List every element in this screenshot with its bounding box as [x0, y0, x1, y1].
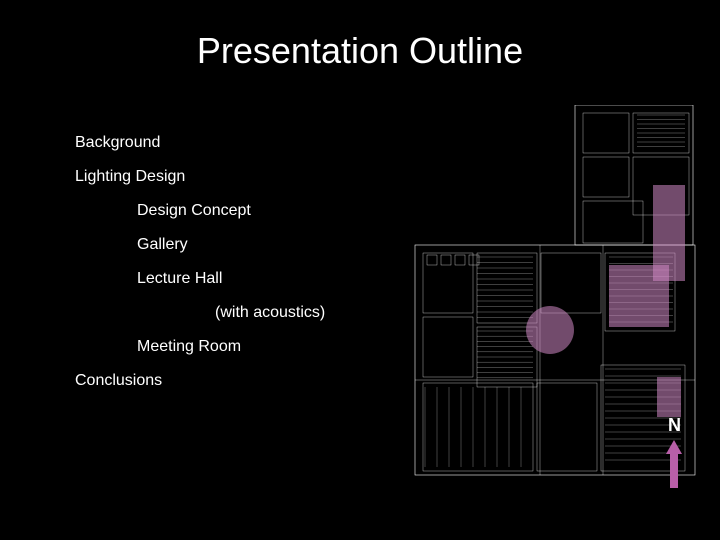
outline-item-background: Background	[75, 135, 325, 151]
north-label: N	[668, 415, 681, 436]
outline-item-meeting-room: Meeting Room	[137, 339, 325, 355]
outline-item-conclusions: Conclusions	[75, 373, 325, 389]
floorplan-diagram	[405, 105, 705, 485]
outline-list: Background Lighting Design Design Concep…	[75, 135, 325, 407]
slide-title: Presentation Outline	[0, 30, 720, 72]
north-arrow-icon	[665, 440, 683, 488]
outline-item-lighting: Lighting Design	[75, 169, 325, 185]
outline-item-acoustics: (with acoustics)	[215, 305, 325, 321]
outline-item-design-concept: Design Concept	[137, 203, 325, 219]
outline-item-gallery: Gallery	[137, 237, 325, 253]
outline-item-lecture-hall: Lecture Hall	[137, 271, 325, 287]
